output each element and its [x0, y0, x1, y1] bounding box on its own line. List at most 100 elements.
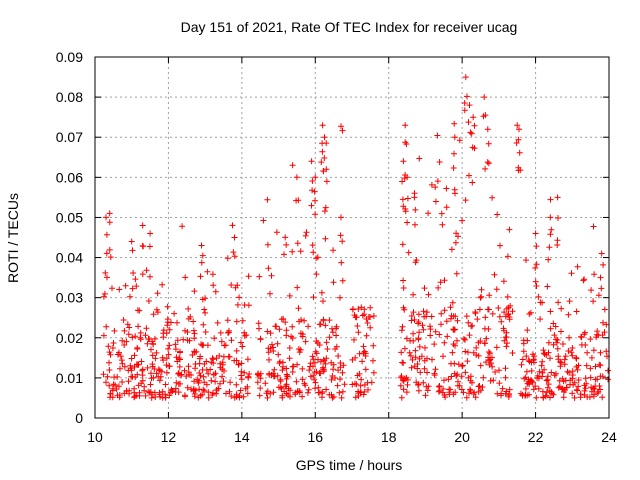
data-point [220, 378, 227, 385]
data-point [496, 380, 503, 387]
data-point [201, 306, 208, 313]
data-point [447, 304, 454, 311]
data-point [238, 376, 245, 383]
data-point [275, 351, 282, 358]
y-tick-label: 0 [75, 410, 83, 426]
data-point [352, 394, 359, 401]
data-point [212, 288, 219, 295]
data-point [175, 370, 182, 376]
data-point [184, 384, 191, 391]
data-point [278, 385, 285, 392]
data-point [450, 165, 457, 171]
data-point [319, 394, 325, 401]
data-point [263, 390, 270, 397]
x-tick-label: 18 [381, 429, 397, 445]
data-point [133, 361, 140, 368]
data-point [363, 332, 370, 339]
data-point [283, 241, 290, 248]
data-point [413, 379, 420, 386]
data-point [118, 357, 125, 364]
data-point [524, 327, 531, 334]
data-point [270, 389, 277, 396]
data-point [569, 352, 576, 359]
data-point [458, 373, 465, 380]
data-point [415, 319, 422, 325]
data-point [131, 385, 138, 392]
data-point [404, 174, 411, 181]
data-point [268, 272, 275, 279]
data-point [200, 321, 207, 328]
data-point [165, 345, 172, 352]
data-point [177, 380, 184, 387]
data-point [451, 150, 457, 157]
data-point [455, 361, 462, 368]
data-point [159, 388, 166, 395]
data-point [310, 294, 317, 301]
data-point [294, 361, 301, 368]
data-point [561, 389, 567, 395]
data-point [265, 349, 272, 356]
data-point [400, 277, 407, 284]
data-point [400, 378, 407, 384]
data-point [518, 361, 525, 368]
data-point [100, 371, 107, 378]
data-point [565, 348, 572, 354]
data-point [448, 246, 455, 253]
data-point [272, 323, 279, 330]
data-point [503, 334, 510, 341]
data-point [573, 363, 580, 370]
data-point [254, 379, 261, 386]
data-point [220, 353, 227, 360]
data-point [311, 188, 318, 195]
data-point [228, 393, 235, 400]
data-point [481, 325, 488, 332]
data-point [401, 345, 408, 352]
data-point [598, 250, 605, 257]
data-point [128, 373, 135, 380]
data-point [116, 286, 123, 293]
data-point [311, 376, 318, 383]
data-point [493, 344, 500, 351]
data-point [528, 367, 535, 374]
data-point [330, 366, 337, 373]
data-point [475, 383, 482, 390]
data-point [361, 381, 368, 388]
data-point [289, 248, 296, 255]
data-point [210, 282, 217, 289]
data-point [200, 386, 207, 393]
data-point [150, 311, 157, 318]
data-point [410, 309, 417, 316]
data-point [245, 302, 252, 309]
data-point [427, 326, 434, 333]
data-point [454, 371, 461, 378]
data-point [418, 353, 425, 360]
data-point [477, 294, 484, 301]
data-point [244, 356, 251, 363]
data-point [145, 298, 152, 304]
data-point [541, 366, 548, 373]
data-point [415, 387, 422, 394]
data-point [313, 255, 320, 262]
data-point [351, 380, 358, 387]
data-point [504, 340, 510, 347]
data-point [321, 155, 328, 161]
data-point [333, 343, 340, 350]
data-point [309, 242, 316, 249]
data-point [322, 360, 329, 367]
data-point [294, 240, 301, 247]
data-point [312, 348, 319, 355]
data-point [103, 214, 109, 221]
data-point [305, 323, 312, 330]
data-point [410, 337, 417, 344]
data-point [581, 276, 588, 283]
data-point [106, 359, 112, 366]
data-point [163, 369, 170, 376]
data-point [148, 375, 155, 382]
data-point [326, 317, 333, 324]
data-point [128, 238, 135, 245]
data-point [156, 367, 163, 374]
data-point [450, 326, 457, 333]
data-point [516, 149, 523, 156]
data-point [530, 357, 537, 364]
data-point [364, 320, 371, 326]
